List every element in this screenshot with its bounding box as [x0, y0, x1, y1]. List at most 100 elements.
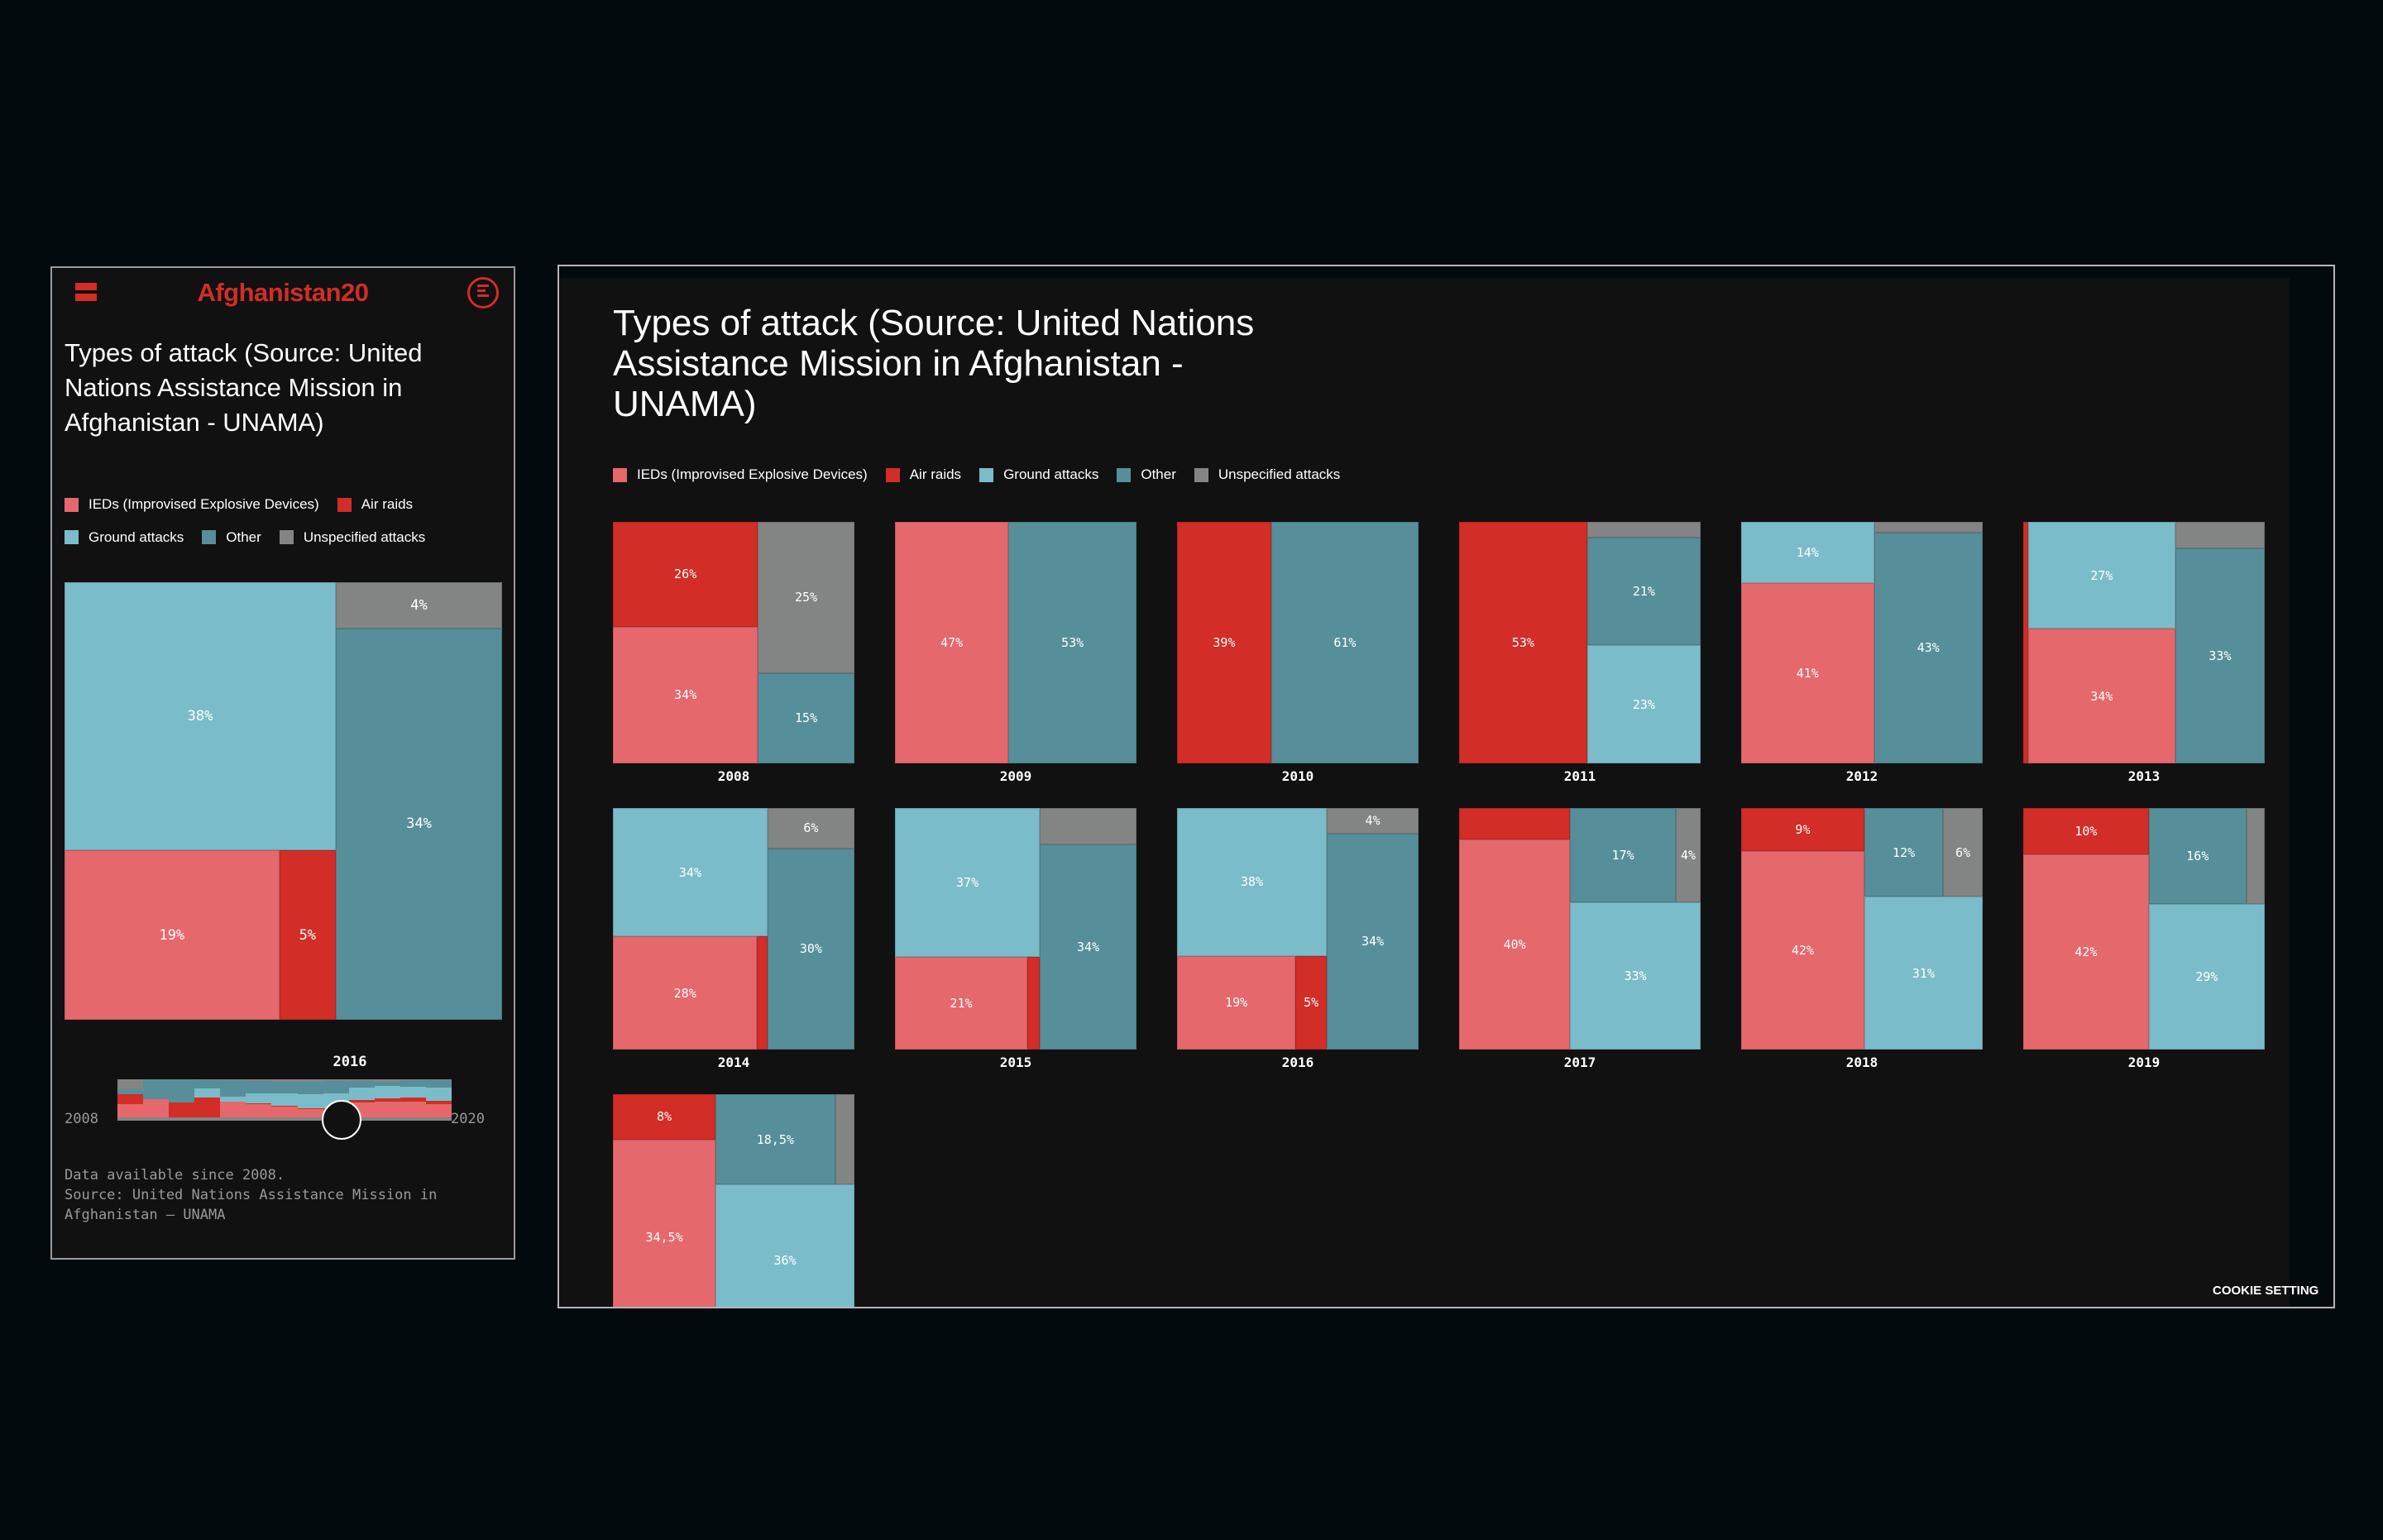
- treemap-cell-other[interactable]: 34%: [1040, 844, 1136, 1050]
- legend-item-other[interactable]: Other: [202, 523, 261, 552]
- year-slider-handle[interactable]: [321, 1100, 361, 1140]
- legend-item-ied[interactable]: IEDs (Improvised Explosive Devices): [613, 466, 868, 483]
- treemap-cell-ground[interactable]: 27%: [2027, 522, 2175, 629]
- treemap-cell-other[interactable]: 16%: [2148, 808, 2247, 904]
- treemap-2014[interactable]: 34% 28% 6% 30%: [613, 808, 854, 1050]
- treemap-cell-other[interactable]: 34%: [1327, 833, 1419, 1050]
- treemap-2010[interactable]: 39% 61%: [1177, 522, 1419, 763]
- treemap-cell-ied[interactable]: 19%: [1177, 955, 1296, 1050]
- legend-item-ground[interactable]: Ground attacks: [979, 466, 1098, 483]
- treemap-cell-other[interactable]: 18,5%: [715, 1094, 835, 1185]
- treemap-cell-ground[interactable]: 31%: [1864, 897, 1983, 1050]
- treemap-cell-unspec[interactable]: [1873, 522, 1983, 533]
- treemap-cell-air[interactable]: 53%: [1459, 522, 1587, 763]
- treemap-cell-ied[interactable]: 34%: [2027, 629, 2175, 763]
- treemap-cell-other[interactable]: 15%: [758, 672, 854, 763]
- treemap-cell-ied[interactable]: 42%: [1741, 850, 1864, 1050]
- treemap-cell-other[interactable]: 21%: [1586, 537, 1701, 646]
- treemap-cell-other[interactable]: 17%: [1570, 808, 1676, 902]
- cookie-settings-button[interactable]: COOKIE SETTING: [2213, 1284, 2319, 1298]
- treemap-cell-ground[interactable]: 38%: [1177, 808, 1328, 956]
- cell-value-label: 12%: [1893, 844, 1916, 860]
- treemap-cell-ied[interactable]: 34%: [613, 626, 758, 763]
- treemap-cell-unspec[interactable]: [2246, 808, 2265, 904]
- menu-circle-icon[interactable]: [467, 277, 499, 308]
- treemap-2020[interactable]: 8% 34,5% 18,5% 36%: [613, 1094, 854, 1307]
- treemap-cell-ground[interactable]: 33%: [1570, 902, 1701, 1050]
- slider-bar-segment: [246, 1104, 272, 1117]
- treemap-cell-other[interactable]: 61%: [1270, 522, 1419, 763]
- menu-icon[interactable]: [75, 283, 97, 301]
- treemap-cell-ied[interactable]: 42%: [2023, 854, 2149, 1050]
- legend-item-other[interactable]: Other: [1117, 466, 1176, 483]
- treemap-cell-air[interactable]: 10%: [2023, 808, 2149, 855]
- treemap-cell-unspec[interactable]: 4%: [1327, 808, 1419, 834]
- treemap-2009[interactable]: 47% 53%: [895, 522, 1136, 763]
- treemap-cell-other[interactable]: 53%: [1008, 522, 1136, 763]
- treemap-cell-air[interactable]: 39%: [1177, 522, 1271, 763]
- treemap-cell-ground[interactable]: 37%: [895, 808, 1041, 958]
- brand-logo[interactable]: Afghanistan20: [197, 278, 369, 307]
- treemap-cell-ied[interactable]: 40%: [1459, 839, 1571, 1050]
- treemap-cell-unspec[interactable]: 6%: [1943, 808, 1983, 897]
- treemap-cell-air[interactable]: 9%: [1741, 808, 1864, 851]
- treemap-cell-unspec[interactable]: [1040, 808, 1136, 844]
- treemap-2018[interactable]: 9% 42% 12% 6% 31%: [1741, 808, 1983, 1050]
- treemap-cell-air[interactable]: 5%: [279, 850, 336, 1020]
- treemap-cell-other[interactable]: 33%: [2175, 548, 2265, 763]
- legend-item-unspec[interactable]: Unspecified attacks: [1194, 466, 1340, 483]
- treemap-cell-unspec[interactable]: [835, 1094, 854, 1185]
- legend-item-ied[interactable]: IEDs (Improvised Explosive Devices): [65, 490, 319, 519]
- treemap-cell-air[interactable]: [1459, 808, 1571, 840]
- treemap-2008[interactable]: 26% 34% 25% 15%: [613, 522, 854, 763]
- treemap-cell-unspec[interactable]: [1586, 522, 1701, 538]
- treemap-cell-ied[interactable]: 41%: [1741, 583, 1874, 763]
- treemap-cell-unspec[interactable]: [2175, 522, 2265, 548]
- slider-bar-segment: [374, 1086, 401, 1098]
- treemap-2011[interactable]: 53% 21% 23%: [1459, 522, 1701, 763]
- treemap-cell-air[interactable]: 8%: [613, 1094, 716, 1140]
- slider-bar-segment: [220, 1102, 246, 1117]
- treemap-2015[interactable]: 37% 21% 34%: [895, 808, 1136, 1050]
- treemap-cell-unspec[interactable]: 4%: [335, 582, 502, 629]
- treemap-cell-unspec[interactable]: 4%: [1675, 808, 1701, 902]
- cell-value-label: 43%: [1916, 640, 1940, 656]
- legend-item-air[interactable]: Air raids: [885, 466, 961, 483]
- treemap-cell-ground[interactable]: 34%: [613, 808, 768, 937]
- treemap-cell-unspec[interactable]: 6%: [767, 808, 854, 849]
- treemap-cell-air[interactable]: 5%: [1295, 955, 1328, 1050]
- treemap-cell-ground[interactable]: 23%: [1586, 645, 1701, 763]
- treemap-cell-air[interactable]: [757, 936, 768, 1050]
- treemap-cell-air[interactable]: [1026, 957, 1041, 1050]
- legend-item-unspec[interactable]: Unspecified attacks: [279, 523, 425, 552]
- legend-item-ground[interactable]: Ground attacks: [65, 523, 184, 552]
- year-label: 2013: [2127, 768, 2160, 784]
- year-slider-track[interactable]: [117, 1079, 452, 1121]
- treemap-cell-ied[interactable]: 21%: [895, 957, 1027, 1050]
- treemap-cell-ied[interactable]: 28%: [613, 936, 758, 1050]
- treemap-cell-unspec[interactable]: 25%: [758, 522, 854, 673]
- treemap-2012[interactable]: 14% 41% 43%: [1741, 522, 1983, 763]
- treemap-cell-ied[interactable]: 47%: [895, 522, 1009, 763]
- legend-item-air[interactable]: Air raids: [337, 490, 413, 519]
- treemap-2013[interactable]: 27% 34% 33%: [2023, 522, 2265, 763]
- treemap-cell-air[interactable]: 26%: [613, 522, 758, 627]
- treemap-2016[interactable]: 38% 19% 5% 4% 34%: [1177, 808, 1419, 1050]
- slider-bar-segment: [425, 1087, 452, 1102]
- treemap-cell-other[interactable]: 12%: [1864, 808, 1944, 897]
- cell-value-label: 25%: [795, 590, 818, 605]
- treemap-cell-ground[interactable]: 36%: [715, 1184, 854, 1307]
- treemap-cell-other[interactable]: 30%: [767, 848, 854, 1050]
- treemap-cell-ground[interactable]: 14%: [1741, 522, 1874, 584]
- treemap-cell-ied[interactable]: 34,5%: [613, 1139, 716, 1307]
- treemap-cell-ground[interactable]: 29%: [2148, 903, 2265, 1050]
- treemap-cell-ied[interactable]: 19%: [65, 850, 280, 1020]
- treemap-cell-ground[interactable]: 38%: [65, 582, 336, 851]
- treemap-cell-air[interactable]: [2023, 522, 2028, 763]
- treemap-2019[interactable]: 10% 42% 16% 29%: [2023, 808, 2265, 1050]
- slider-bar-segment: [348, 1087, 376, 1100]
- slider-min-label: 2008: [65, 1111, 98, 1127]
- treemap-cell-other[interactable]: 43%: [1873, 532, 1983, 763]
- treemap-2017[interactable]: 40% 17% 4% 33%: [1459, 808, 1701, 1050]
- treemap-cell-other[interactable]: 34%: [335, 628, 502, 1020]
